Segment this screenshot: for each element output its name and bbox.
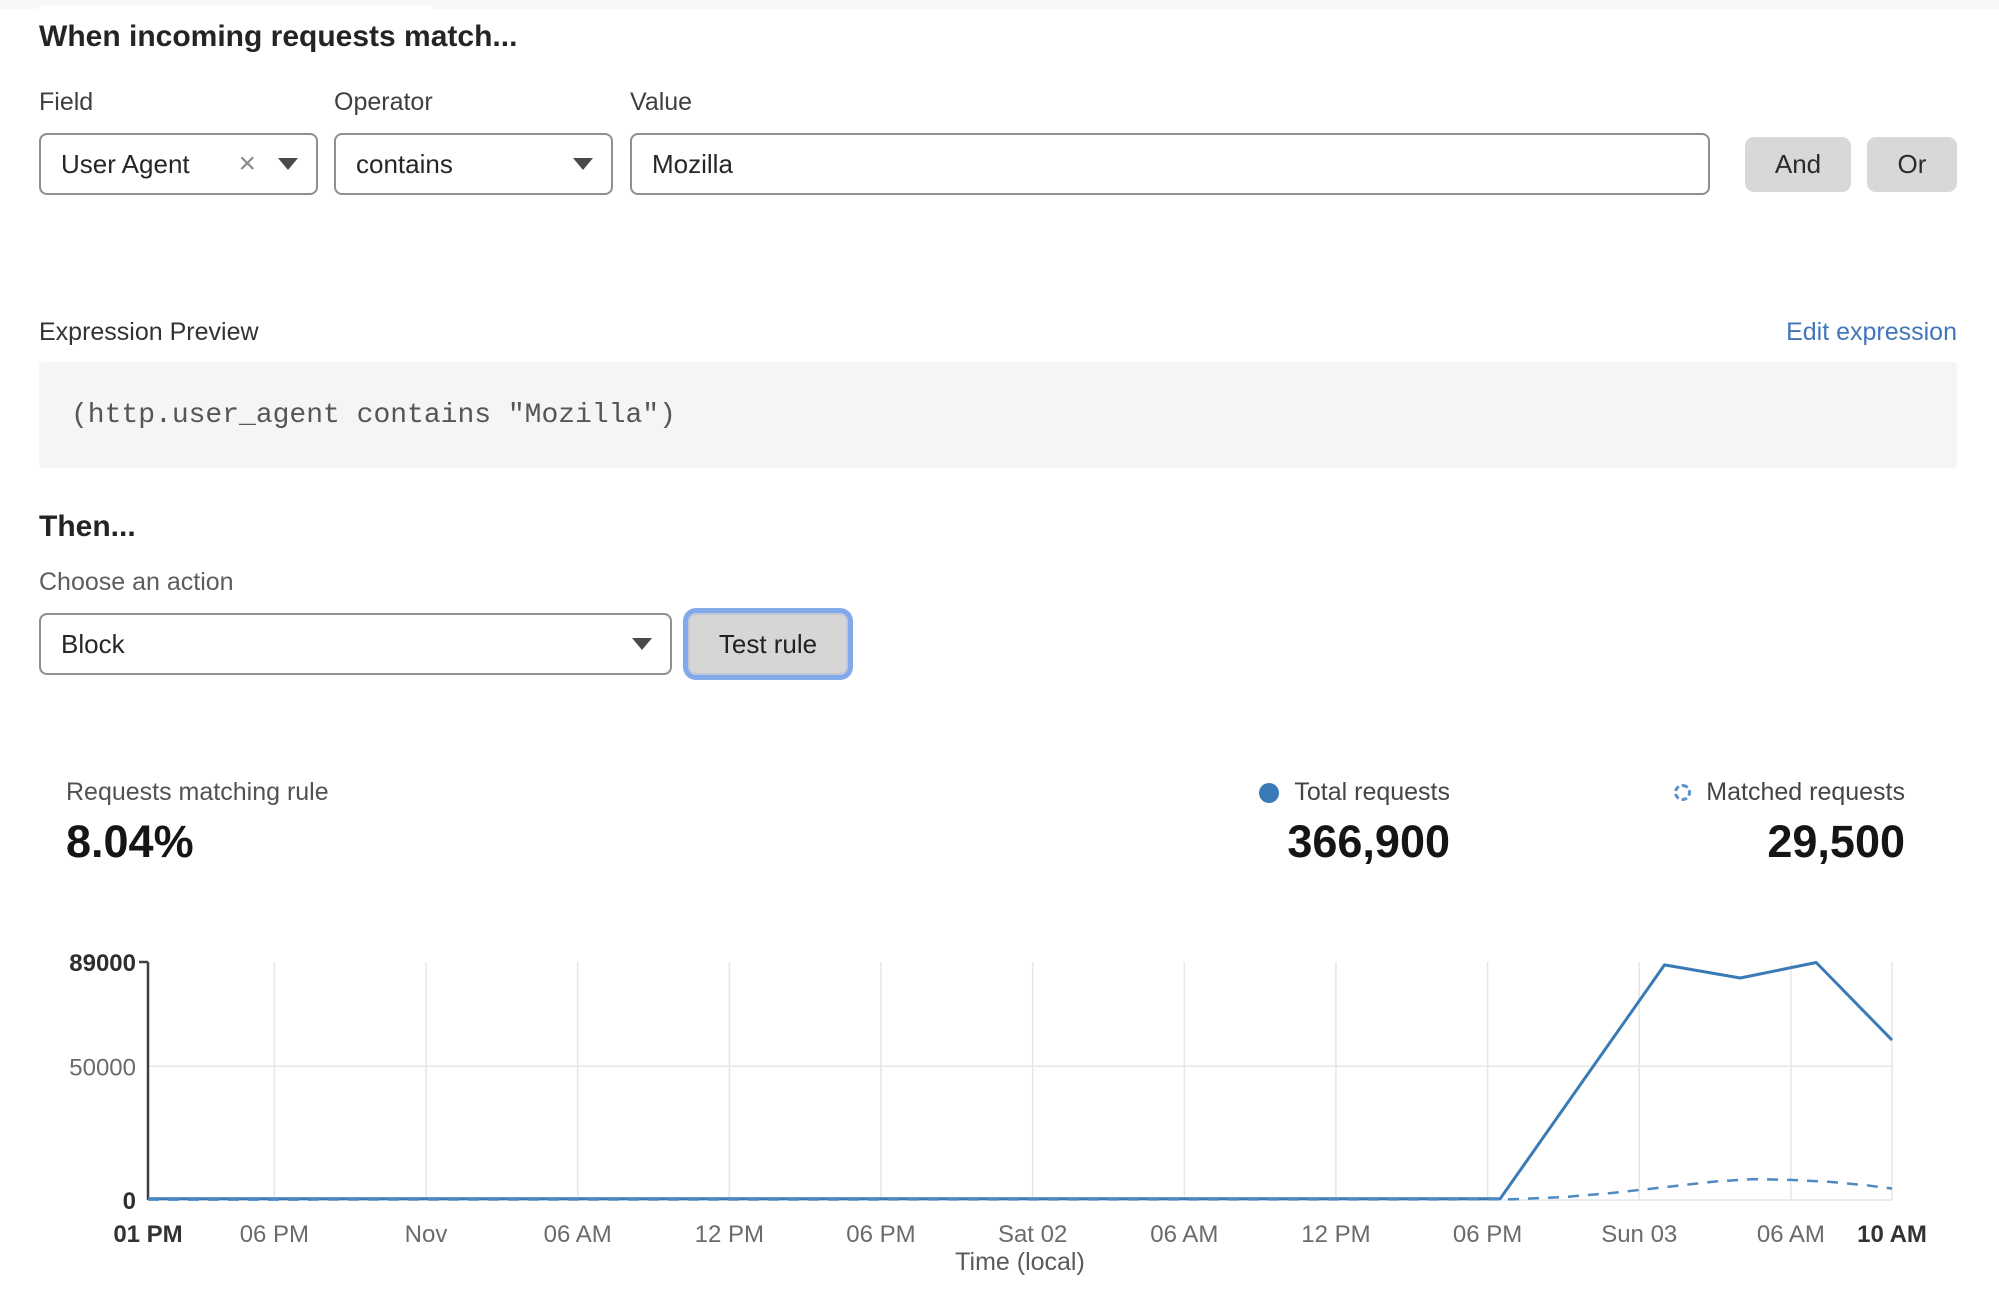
or-button[interactable]: Or (1867, 137, 1957, 192)
x-tick-label: 06 PM (240, 1221, 309, 1248)
x-tick-label: 01 PM (113, 1221, 182, 1248)
matched-requests-value: 29,500 (1767, 816, 1905, 867)
field-label: Field (39, 88, 94, 116)
total-requests-dot-icon (1259, 782, 1280, 803)
requests-matching-label: Requests matching rule (66, 778, 329, 806)
expression-code: (http.user_agent contains "Mozilla") (71, 400, 676, 431)
expression-preview-label: Expression Preview (39, 318, 259, 346)
requests-matching-value: 8.04% (66, 816, 194, 867)
y-tick-label: 0 (123, 1188, 136, 1215)
matched-requests-dashed-circle-icon (1674, 784, 1692, 801)
requests-matching-stat: Requests matching rule 8.04% (66, 778, 329, 868)
chevron-down-icon (632, 638, 652, 650)
x-tick-label: 06 AM (544, 1221, 612, 1248)
chevron-down-icon (573, 158, 593, 170)
choose-action-label: Choose an action (39, 568, 234, 596)
operator-label: Operator (334, 88, 433, 116)
series-dashed (147, 1177, 1893, 1201)
match-heading: When incoming requests match... (39, 20, 518, 53)
x-axis-title: Time (local) (955, 1248, 1085, 1276)
y-tick-label: 50000 (69, 1054, 136, 1081)
operator-select[interactable]: contains (334, 133, 613, 195)
x-tick-label: Nov (405, 1221, 448, 1248)
top-edge-strip (0, 0, 1999, 9)
x-tick-label: 10 AM (1857, 1221, 1927, 1248)
action-select[interactable]: Block (39, 613, 672, 675)
x-tick-label: 06 AM (1757, 1221, 1825, 1248)
value-input[interactable] (630, 133, 1710, 195)
x-tick-label: 06 AM (1150, 1221, 1218, 1248)
total-requests-value: 366,900 (1287, 816, 1450, 867)
expression-code-block (39, 362, 1957, 468)
action-select-value: Block (61, 628, 125, 659)
matched-requests-stat: Matched requests 29,500 (1674, 778, 1905, 868)
value-label: Value (630, 88, 693, 116)
then-heading: Then... (39, 510, 136, 543)
field-select[interactable]: User Agent × (39, 133, 318, 195)
x-tick-label: 12 PM (1301, 1221, 1370, 1248)
x-tick-label: 12 PM (695, 1221, 764, 1248)
x-tick-label: 06 PM (1453, 1221, 1522, 1248)
total-requests-stat: Total requests 366,900 (1259, 778, 1450, 868)
requests-chart: 01 PM 06 PM Nov 06 AM 12 PM 06 PM Sat 02 06 AM 1… (69, 950, 1927, 1276)
operator-select-value: contains (356, 148, 453, 179)
clear-field-icon[interactable]: × (238, 147, 256, 180)
card-top-corner (33, 5, 433, 31)
and-button[interactable]: And (1745, 137, 1851, 192)
field-select-value: User Agent (61, 148, 190, 179)
series-solid (148, 961, 1894, 1201)
x-tick-label: 06 PM (846, 1221, 915, 1248)
matched-requests-label: Matched requests (1706, 778, 1905, 806)
test-rule-button[interactable]: Test rule (688, 613, 848, 675)
x-tick-label: Sun 03 (1601, 1221, 1677, 1248)
chevron-down-icon (278, 158, 298, 170)
y-tick-label: 89000 (69, 950, 136, 977)
x-tick-label: Sat 02 (998, 1221, 1067, 1248)
total-requests-label: Total requests (1294, 778, 1450, 806)
edit-expression-link[interactable]: Edit expression (1786, 318, 1957, 346)
